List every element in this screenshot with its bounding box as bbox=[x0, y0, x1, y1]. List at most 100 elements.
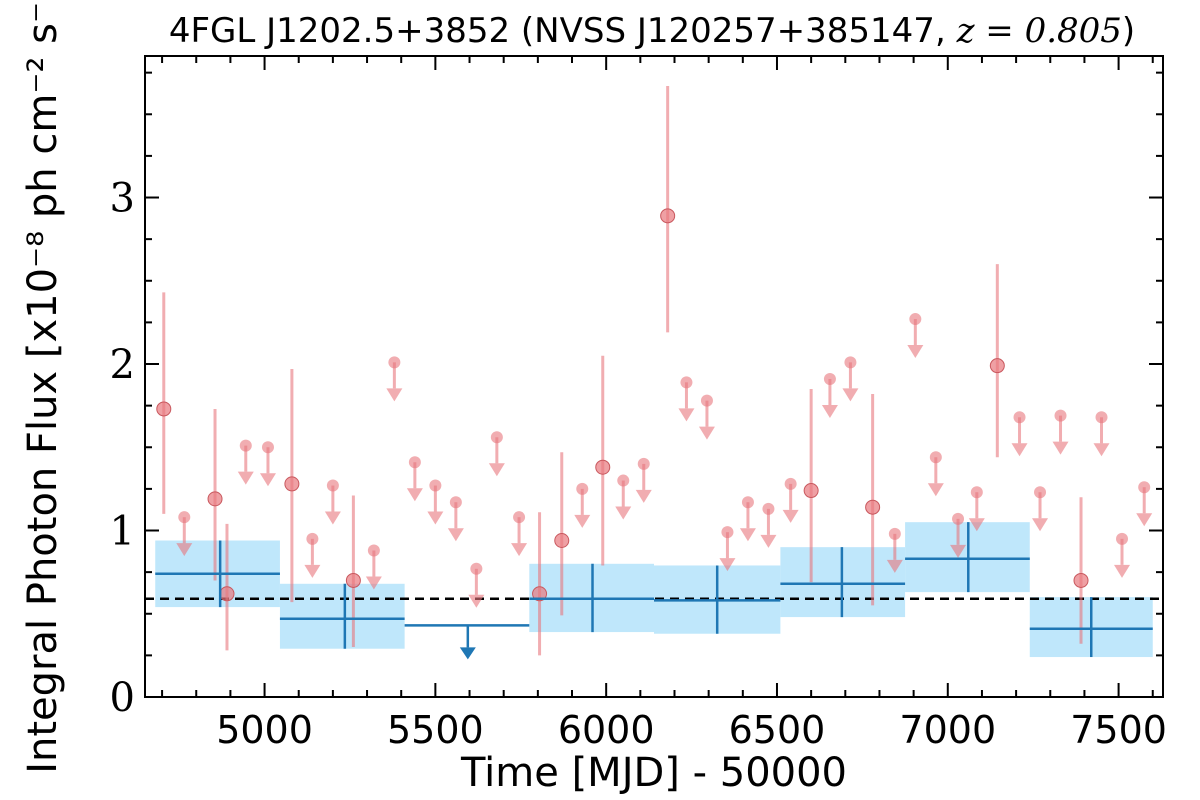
monthly-upper-limit-point bbox=[178, 511, 191, 524]
monthly-upper-limit-arrow bbox=[324, 511, 341, 525]
monthly-detection-point bbox=[803, 483, 819, 499]
monthly-upper-limit-point bbox=[513, 511, 526, 524]
monthly-upper-limit-point bbox=[470, 562, 483, 575]
monthly-upper-limit-point bbox=[741, 496, 754, 509]
chart-title-suffix: ) bbox=[1122, 11, 1135, 51]
monthly-upper-limit-arrow bbox=[950, 544, 967, 558]
monthly-upper-limit-arrow bbox=[447, 528, 464, 542]
monthly-upper-limit-point bbox=[762, 502, 775, 515]
monthly-upper-limit-arrow bbox=[406, 488, 423, 502]
monthly-detection-point bbox=[284, 476, 300, 492]
monthly-upper-limit-point bbox=[239, 439, 252, 452]
monthly-upper-limit-arrow bbox=[615, 506, 632, 520]
monthly-upper-limit-arrow bbox=[259, 473, 276, 487]
monthly-upper-limit-point bbox=[1116, 532, 1129, 545]
chart-title: 4FGL J1202.5+3852 (NVSS J120257+385147, … bbox=[169, 11, 1135, 51]
monthly-upper-limit-arrow bbox=[907, 345, 924, 359]
monthly-upper-limit-point bbox=[844, 356, 857, 369]
monthly-detection-point bbox=[989, 358, 1005, 374]
y-tick-label: 3 bbox=[110, 176, 135, 222]
yearly-error-band bbox=[279, 583, 405, 649]
monthly-upper-limit-point bbox=[1013, 411, 1026, 424]
monthly-upper-limit-point bbox=[326, 479, 339, 492]
monthly-detection-point bbox=[156, 401, 172, 417]
x-axis-label: Time [MJD] - 50000 bbox=[460, 750, 847, 796]
monthly-upper-limit-point bbox=[261, 441, 274, 454]
monthly-upper-limit-point bbox=[306, 532, 319, 545]
x-tick-label: 6000 bbox=[558, 708, 655, 752]
monthly-upper-limit-arrow bbox=[1052, 441, 1069, 455]
monthly-upper-limit-point bbox=[680, 376, 693, 389]
monthly-upper-limit-arrow bbox=[365, 576, 382, 590]
x-tick-label: 5000 bbox=[216, 708, 313, 752]
x-tick-label: 7000 bbox=[899, 708, 996, 752]
monthly-upper-limit-arrow bbox=[468, 594, 485, 608]
yearly-upper-limit-arrow bbox=[459, 647, 476, 660]
yearly-points-layer bbox=[155, 522, 1153, 660]
monthly-detection-point bbox=[865, 499, 881, 515]
monthly-upper-limit-point bbox=[1054, 409, 1067, 422]
monthly-detection-point bbox=[207, 491, 223, 507]
y-axis-label: Integral Photon Flux [x10⁻⁸ ph cm⁻² s⁻¹] bbox=[20, 0, 66, 774]
monthly-detection-point bbox=[532, 586, 548, 602]
monthly-upper-limit-arrow bbox=[1136, 513, 1153, 527]
monthly-upper-limit-arrow bbox=[1093, 443, 1110, 457]
monthly-upper-limit-arrow bbox=[635, 489, 652, 503]
monthly-upper-limit-arrow bbox=[968, 518, 985, 532]
monthly-upper-limit-point bbox=[429, 479, 442, 492]
monthly-upper-limit-point bbox=[784, 477, 797, 490]
monthly-detection-point bbox=[1073, 572, 1089, 588]
monthly-upper-limit-arrow bbox=[678, 408, 695, 422]
monthly-upper-limit-arrow bbox=[237, 471, 254, 485]
monthly-detection-point bbox=[554, 532, 570, 548]
monthly-upper-limit-arrow bbox=[698, 426, 715, 440]
y-tick-label: 2 bbox=[110, 342, 135, 388]
plot-frame bbox=[144, 55, 1164, 698]
monthly-upper-limit-point bbox=[576, 482, 589, 495]
monthly-upper-limit-point bbox=[1138, 481, 1151, 494]
monthly-detection-point bbox=[660, 208, 676, 224]
monthly-upper-limit-arrow bbox=[886, 559, 903, 573]
monthly-detection-point bbox=[219, 586, 235, 602]
y-tick-label: 1 bbox=[110, 509, 135, 555]
monthly-upper-limit-point bbox=[970, 486, 983, 499]
monthly-upper-limit-arrow bbox=[782, 509, 799, 523]
monthly-upper-limit-arrow bbox=[427, 511, 444, 525]
y-tick-label: 0 bbox=[110, 675, 135, 721]
x-tick-label: 5500 bbox=[387, 708, 484, 752]
monthly-points-layer bbox=[156, 85, 1153, 656]
monthly-upper-limit-point bbox=[617, 474, 630, 487]
x-tick-label: 7500 bbox=[1070, 708, 1167, 752]
monthly-upper-limit-point bbox=[490, 431, 503, 444]
monthly-upper-limit-arrow bbox=[304, 564, 321, 578]
monthly-upper-limit-point bbox=[952, 512, 965, 525]
monthly-upper-limit-arrow bbox=[821, 404, 838, 418]
yearly-bands-layer bbox=[155, 522, 1153, 658]
monthly-upper-limit-arrow bbox=[176, 543, 193, 557]
monthly-upper-limit-arrow bbox=[1032, 518, 1049, 532]
chart-title-prefix: 4FGL J1202.5+3852 (NVSS J120257+385147, bbox=[169, 11, 957, 51]
monthly-upper-limit-arrow bbox=[574, 514, 591, 528]
monthly-upper-limit-arrow bbox=[739, 528, 756, 542]
monthly-upper-limit-point bbox=[408, 456, 421, 469]
monthly-upper-limit-point bbox=[367, 544, 380, 557]
monthly-detection-point bbox=[345, 572, 361, 588]
monthly-upper-limit-arrow bbox=[1114, 564, 1131, 578]
monthly-upper-limit-point bbox=[929, 451, 942, 464]
monthly-upper-limit-point bbox=[823, 372, 836, 385]
monthly-upper-limit-point bbox=[449, 496, 462, 509]
monthly-upper-limit-arrow bbox=[511, 543, 528, 557]
axes-layer: 5000 5500 6000 6500 7000 7500 0 1 2 3 bbox=[110, 55, 1167, 752]
x-tick-label: 6500 bbox=[729, 708, 826, 752]
monthly-upper-limit-point bbox=[1034, 486, 1047, 499]
monthly-upper-limit-arrow bbox=[386, 388, 403, 402]
monthly-upper-limit-arrow bbox=[719, 558, 736, 572]
monthly-upper-limit-point bbox=[721, 526, 734, 539]
monthly-upper-limit-arrow bbox=[488, 463, 505, 477]
monthly-upper-limit-point bbox=[1095, 411, 1108, 424]
monthly-upper-limit-point bbox=[388, 356, 401, 369]
monthly-detection-point bbox=[595, 459, 611, 475]
chart-title-redshift: z = 0.805 bbox=[956, 11, 1122, 51]
monthly-upper-limit-point bbox=[909, 313, 922, 326]
